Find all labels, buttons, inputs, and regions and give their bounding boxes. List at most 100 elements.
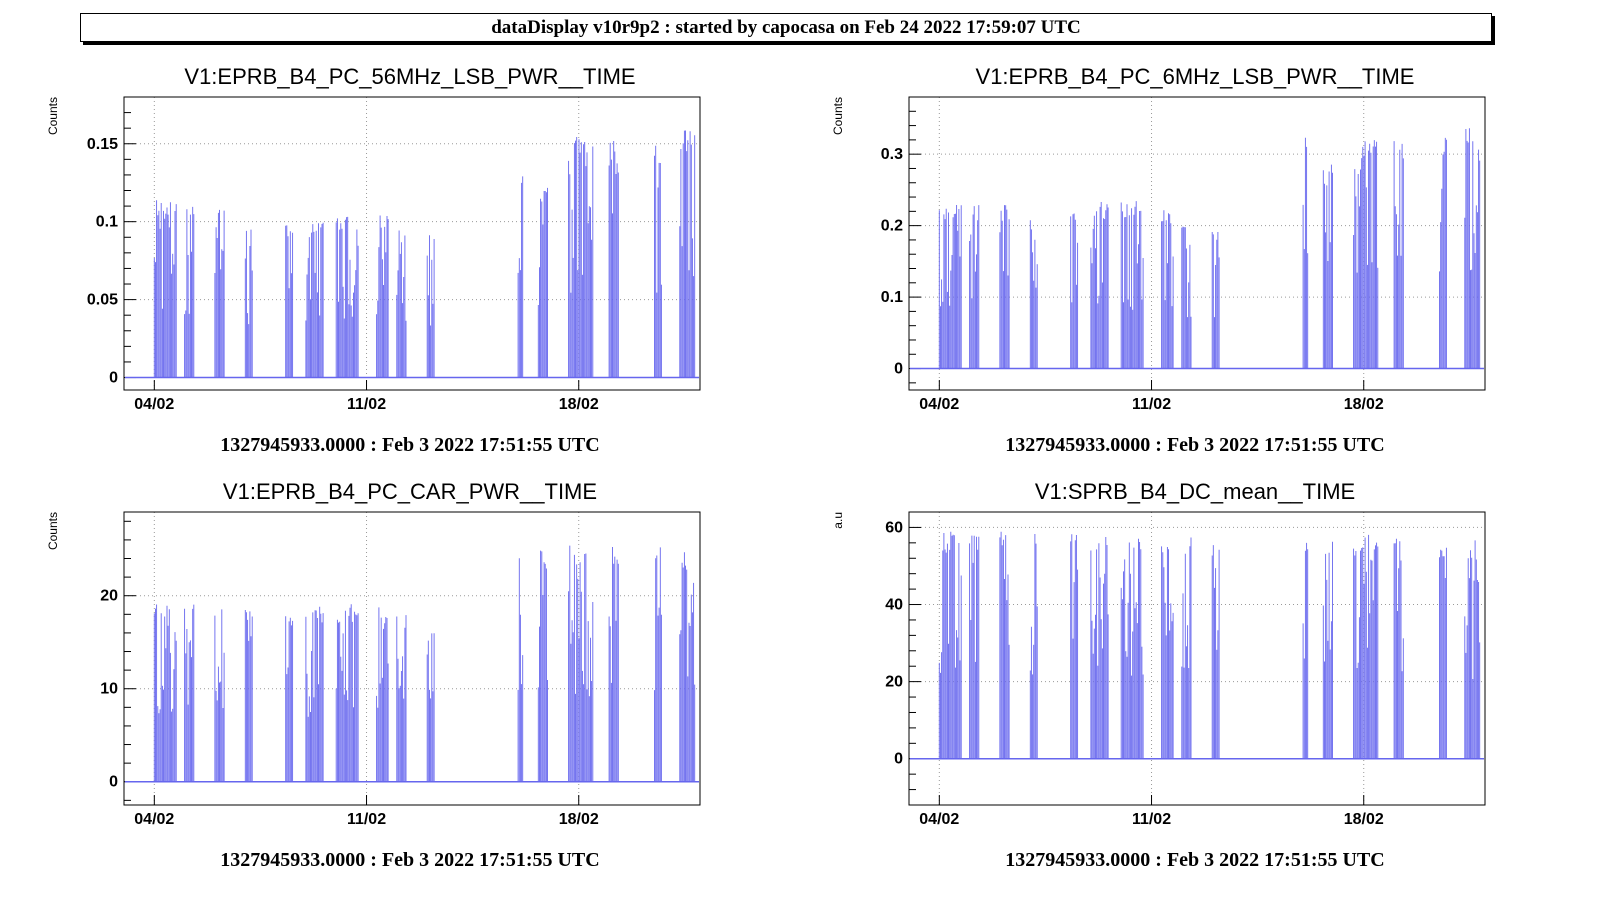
data-burst: [1211, 545, 1220, 759]
x-tick-label: 04/02: [134, 396, 174, 413]
data-burst: [1439, 547, 1447, 759]
y-tick-label: 0.3: [881, 146, 903, 163]
y-tick-label: 0: [109, 774, 118, 791]
data-burst: [153, 604, 177, 782]
y-tick-label: 0.1: [96, 214, 118, 231]
x-tick-label: 11/02: [347, 396, 386, 413]
data-burst: [999, 205, 1010, 369]
x-tick-label: 04/02: [919, 396, 959, 413]
data-burst: [679, 130, 696, 378]
data-burst: [1439, 137, 1447, 369]
plot-frame: [908, 511, 1486, 806]
y-axis-title: Counts: [831, 97, 845, 135]
data-burst: [938, 205, 962, 369]
chart-title: V1:EPRB_B4_PC_CAR_PWR__TIME: [222, 479, 598, 504]
display-banner: dataDisplay v10r9p2 : started by capocas…: [80, 13, 1492, 42]
data-burst: [396, 230, 407, 378]
data-burst: [426, 235, 435, 378]
data-burst: [1302, 137, 1309, 369]
data-burst: [1322, 164, 1333, 369]
data-burst: [1090, 537, 1109, 759]
data-burst: [1353, 140, 1379, 369]
x-tick-label: 11/02: [1132, 396, 1171, 413]
data-burst: [1353, 534, 1379, 759]
data-burst: [305, 222, 324, 378]
y-tick-label: 0.2: [881, 218, 903, 235]
data-burst: [608, 547, 619, 782]
data-burst: [214, 209, 225, 378]
y-tick-label: 20: [100, 588, 118, 605]
data-burst: [1070, 534, 1079, 759]
data-burst: [679, 552, 696, 782]
y-axis-title: a.u: [831, 512, 845, 529]
data-burst: [1211, 232, 1220, 369]
chart-title: V1:EPRB_B4_PC_56MHz_LSB_PWR__TIME: [184, 64, 636, 89]
data-burst: [969, 535, 980, 759]
data-burst: [1181, 226, 1192, 369]
data-burst: [938, 531, 962, 759]
chart-plot: 0 10 20 04/02 11/02 18/02 Counts: [46, 511, 701, 828]
data-burst: [1393, 141, 1404, 369]
data-burst: [568, 137, 594, 378]
y-tick-label: 0.15: [87, 136, 118, 153]
data-burst: [1090, 202, 1109, 369]
data-burst: [396, 615, 407, 782]
data-burst: [335, 216, 359, 378]
data-burst: [969, 205, 980, 369]
chart-footer: 1327945933.0000 : Feb 3 2022 17:51:55 UT…: [1005, 434, 1385, 456]
data-burst: [608, 141, 619, 378]
data-burst: [999, 531, 1010, 759]
y-tick-label: 20: [885, 674, 903, 691]
data-burst: [1029, 220, 1038, 369]
x-tick-label: 18/02: [559, 396, 599, 413]
data-burst: [1161, 210, 1174, 369]
chart-footer: 1327945933.0000 : Feb 3 2022 17:51:55 UT…: [220, 434, 600, 456]
y-tick-label: 0: [894, 361, 903, 378]
data-burst: [305, 606, 324, 782]
data-burst: [1393, 538, 1404, 759]
y-tick-label: 0: [894, 751, 903, 768]
chart-plot: 0 0.05 0.1 0.15 04/02 11/02 18/02 Counts: [46, 96, 701, 413]
data-burst: [285, 616, 294, 782]
x-tick-label: 18/02: [1344, 811, 1384, 828]
data-burst: [1322, 541, 1333, 759]
data-burst: [517, 558, 524, 782]
data-burst: [517, 176, 524, 378]
chart-plot: 0 20 40 60 04/02 11/02 18/02 a.u: [831, 511, 1486, 828]
y-axis-title: Counts: [46, 512, 60, 550]
chart-panel-1: V1:EPRB_B4_PC_56MHz_LSB_PWR__TIME 0 0.05 0…: [30, 52, 790, 482]
y-axis-title: Counts: [46, 97, 60, 135]
x-tick-label: 04/02: [919, 811, 959, 828]
data-burst: [153, 200, 177, 378]
data-burst: [214, 609, 225, 782]
data-burst: [335, 604, 359, 782]
data-burst: [1161, 546, 1174, 759]
y-tick-label: 40: [885, 597, 903, 614]
data-burst: [537, 187, 548, 378]
plot-frame: [908, 96, 1486, 391]
data-burst: [1302, 542, 1309, 759]
data-burst: [568, 545, 594, 782]
data-burst: [1181, 537, 1192, 759]
chart-panel-3: V1:EPRB_B4_PC_CAR_PWR__TIME 0 10 20 04/02 11…: [30, 467, 790, 897]
data-burst: [654, 547, 662, 782]
data-burst: [537, 550, 548, 782]
data-burst: [654, 145, 662, 378]
data-burst: [184, 604, 195, 782]
data-burst: [184, 206, 195, 378]
data-burst: [1120, 538, 1144, 759]
data-burst: [426, 633, 435, 782]
banner-title: dataDisplay v10r9p2 : started by capocas…: [491, 16, 1081, 38]
y-tick-label: 0.05: [87, 292, 118, 309]
x-tick-label: 04/02: [134, 811, 174, 828]
data-burst: [285, 225, 294, 378]
plot-frame: [123, 96, 701, 391]
chart-panel-4: V1:SPRB_B4_DC_mean__TIME 0 20 40 60 04/02 11/…: [815, 467, 1575, 897]
x-tick-label: 18/02: [1344, 396, 1384, 413]
chart-plot: 0 0.1 0.2 0.3 04/02 11/02 18/02 Counts: [831, 96, 1486, 413]
x-tick-label: 18/02: [559, 811, 599, 828]
chart-footer: 1327945933.0000 : Feb 3 2022 17:51:55 UT…: [220, 849, 600, 871]
chart-title: V1:SPRB_B4_DC_mean__TIME: [1034, 479, 1356, 504]
y-tick-label: 0: [109, 370, 118, 387]
y-tick-label: 60: [885, 519, 903, 536]
